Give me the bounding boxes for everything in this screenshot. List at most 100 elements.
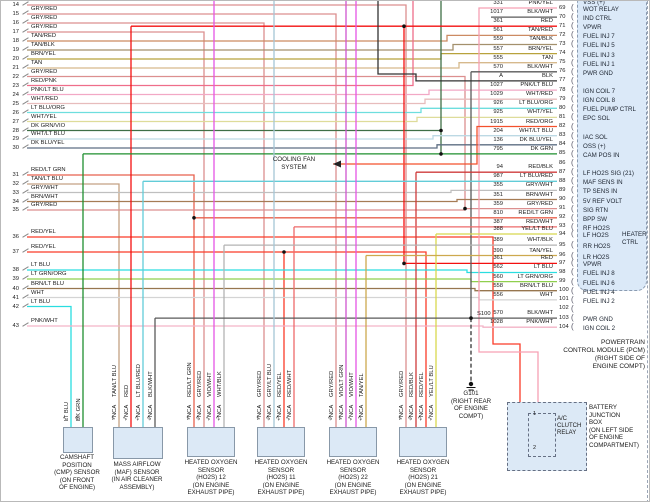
relay-pin-top: 1 — [533, 411, 537, 417]
pin-bracket: ( — [571, 12, 574, 22]
right-pin-number: 84 — [559, 141, 566, 148]
pin-nca-label: NCA — [112, 404, 118, 417]
component-box-cmp — [63, 427, 93, 453]
right-pin-number: 72 — [559, 31, 566, 38]
wire-pnk-yel — [478, 7, 557, 418]
right-pin-number: 77 — [559, 77, 566, 84]
right-pin-number: 99 — [559, 278, 566, 285]
battery-box-label: BATTERY JUNCTION BOX (ON LEFT SIDE OF EN… — [589, 404, 639, 449]
left-wire-color-label: TAN/RED — [31, 33, 57, 39]
pcm-pin-label: VPWR — [583, 24, 602, 32]
left-wire-color-label: WHT — [31, 289, 45, 296]
right-wire-color-label: TAN — [541, 54, 553, 61]
right-wire-color-label: PNK/YEL — [528, 0, 554, 6]
left-pin-number: 18 — [12, 38, 19, 44]
pcm-pin-label: WOT RELAY — [583, 6, 619, 13]
right-circuit-number: 361 — [493, 18, 503, 25]
wire-wht-red — [27, 98, 557, 105]
pcm-pin-label: LF HO2S — [583, 232, 609, 239]
ac-clutch-relay-box — [528, 413, 556, 457]
junction-dot — [402, 24, 406, 29]
left-wire-color-label: BRN/LT BLU — [31, 280, 64, 287]
left-wire-color-label: LT BLU — [31, 298, 51, 305]
left-pin-number: 27 — [12, 118, 19, 125]
right-wire-color-label: BRN/YEL — [528, 45, 553, 52]
left-wire-color-label: PNK/WHT — [31, 318, 58, 324]
right-pin-number: 73 — [559, 40, 566, 47]
pcm-pin-label: BPP SW — [583, 215, 607, 223]
pin-wire-color-label: LT BLU/RED — [136, 364, 142, 397]
left-pin-number: 34 — [12, 198, 19, 205]
pin-nca-label: NCA — [399, 404, 405, 417]
right-circuit-number: 810 — [493, 209, 503, 216]
pin-nca-label: NCA — [267, 404, 273, 417]
left-wire-color-label: WHT/YEL — [31, 113, 57, 120]
left-wire-color-label: GRY/RED — [31, 0, 58, 3]
pin-bracket: ( — [571, 30, 574, 40]
component-box-ho2s22 — [329, 427, 377, 457]
pin-bracket: ( — [571, 112, 574, 122]
right-pin-number: 85 — [559, 150, 566, 157]
pin-bracket: ( — [571, 276, 574, 286]
wire-dk-grn-vio — [27, 129, 442, 154]
right-circuit-number: 561 — [493, 27, 503, 34]
pin-bracket: ( — [571, 313, 574, 323]
pin-bracket: ( — [571, 139, 574, 149]
right-circuit-number: 355 — [493, 182, 503, 189]
left-pin-number: 15 — [12, 11, 19, 17]
component-caption-ho2s21: HEATED OXYGEN SENSOR (HO2S) 21 (ON ENGIN… — [396, 459, 450, 496]
left-wire-color-label: DK GRN/VIO — [31, 122, 66, 129]
right-wire-color-label: BLK — [542, 72, 553, 79]
pin-wire-color-label: GRY/RED — [257, 370, 263, 397]
pin-bracket: ( — [571, 294, 574, 304]
wire-wht-yel — [27, 116, 557, 123]
pcm-pin-label: RF HO2S — [583, 224, 610, 232]
pcm-pin-label: RR HO2S — [583, 243, 611, 251]
right-pin-number: 74 — [559, 50, 566, 57]
right-wire-color-label: DK GRN — [530, 145, 553, 152]
left-pin-number: 43 — [12, 323, 19, 329]
right-wire-color-label: BLK/WHT — [527, 310, 553, 317]
pin-wire-color-label: GRY/LT BLU — [267, 363, 273, 397]
pin-wire-color-label: YEL/LT BLU — [429, 365, 435, 397]
pcm-pin-label: FUEL INJ 4 — [583, 288, 615, 296]
ground-label-g101: G101 (RIGHT REAR OF ENGINE COMPT) — [450, 390, 492, 420]
cooling-fan-label: COOLING FAN SYSTEM — [272, 156, 316, 171]
pin-bracket: ( — [571, 250, 574, 260]
left-wire-color-label: DK BLU/YEL — [31, 140, 65, 146]
pin-bracket: ( — [571, 66, 574, 76]
wire-brn-wht — [27, 198, 557, 203]
right-wire-color-label: GRY/WHT — [525, 182, 553, 189]
wire-tan — [27, 62, 557, 69]
left-pin-number: 19 — [12, 47, 19, 53]
left-pin-number: 24 — [12, 91, 19, 98]
pcm-pin-label: PWR GND — [583, 316, 613, 324]
right-pin-number: 102 — [559, 305, 569, 312]
pin-wire-color-label: BLK/WHT — [148, 371, 154, 397]
right-pin-number: 82 — [559, 123, 566, 130]
pin-wire-color-label: GRY/RED — [329, 370, 335, 397]
pin-nca-label: NCA — [329, 404, 335, 417]
left-wire-color-label: PNK/LT BLU — [31, 86, 64, 93]
left-wire-color-label: BRN/YEL — [31, 51, 56, 57]
pcm-pin-label: FUEL INJ 8 — [583, 270, 615, 278]
right-pin-number: 104 — [559, 323, 569, 330]
pin-wire-color-label: LT BLU — [64, 401, 70, 421]
right-wire-color-label: LT BLU/RED — [520, 173, 553, 180]
left-wire-color-label: GRY/RED — [31, 6, 58, 12]
left-wire-color-label: LT BLU — [31, 262, 51, 268]
right-circuit-number: 361 — [493, 255, 503, 262]
pin-bracket: ( — [571, 167, 574, 177]
wire-lt-blu — [27, 305, 72, 427]
right-pin-number: 86 — [559, 159, 566, 166]
pin-wire-color-label: RED — [124, 384, 130, 397]
left-pin-number: 37 — [12, 249, 19, 255]
pin-wire-color-label: WHT/BLK — [217, 371, 223, 397]
right-circuit-number: 562 — [493, 264, 503, 271]
pin-nca-label: NCA — [419, 404, 425, 417]
pin-nca-label: NCA — [257, 404, 263, 417]
right-circuit-number: 389 — [493, 237, 503, 244]
wire-lt-blu-org — [27, 107, 557, 114]
junction-dot — [402, 261, 406, 266]
left-pin-number: 30 — [12, 145, 19, 151]
